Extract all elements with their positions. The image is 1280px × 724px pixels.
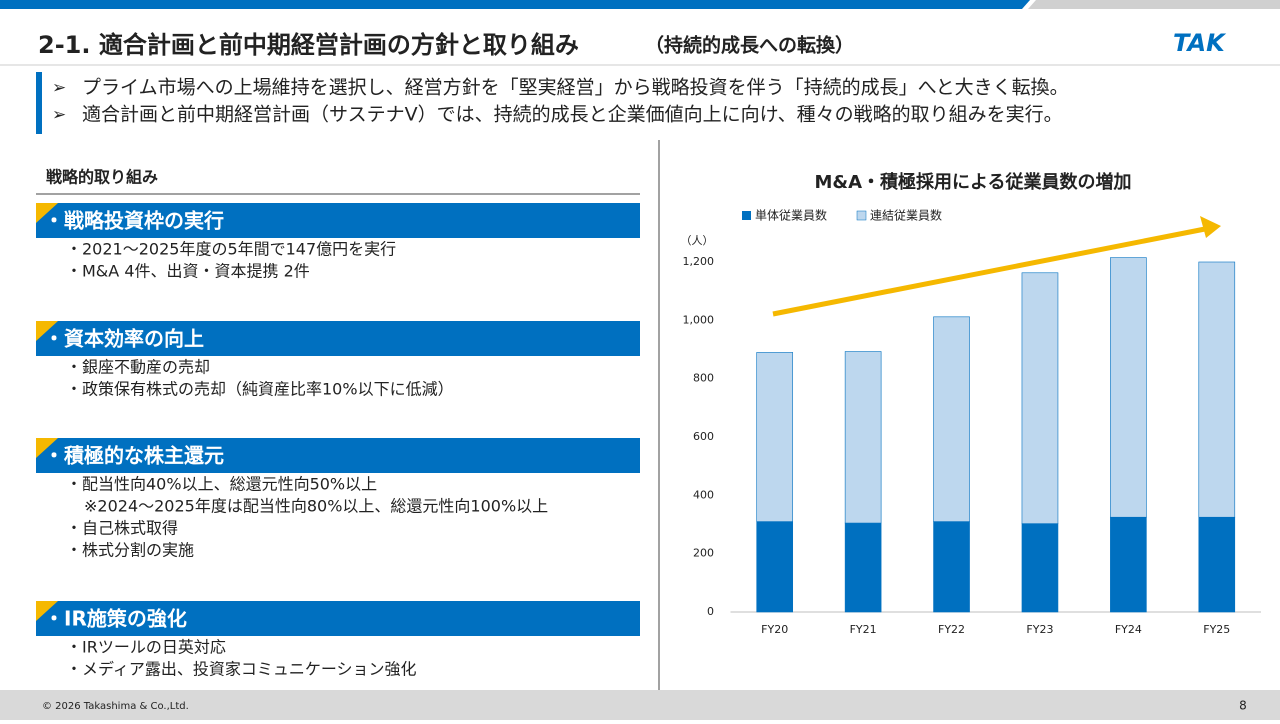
x-tick-label: FY24: [1115, 623, 1142, 636]
bar-segment: [1198, 261, 1236, 518]
trend-arrowhead: [1200, 216, 1221, 238]
slide-title: 2-1. 適合計画と前中期経営計画の方針と取り組み: [38, 31, 579, 59]
section-corner: [36, 438, 58, 458]
section-item: ・配当性向40%以上、総還元性向50%以上: [66, 475, 377, 494]
bar-segment: [844, 351, 882, 524]
bullet-marker: ➢: [52, 78, 66, 98]
x-tick-label: FY23: [1026, 623, 1053, 636]
x-tick-label: FY22: [938, 623, 965, 636]
section-corner: [36, 321, 58, 341]
y-tick-label: 1,000: [683, 313, 715, 326]
y-tick-label: 200: [693, 547, 714, 560]
x-tick-label: FY25: [1203, 623, 1230, 636]
top-stripe-gray: [1028, 0, 1280, 9]
section-item: ※2024〜2025年度は配当性向80%以上、総還元性向100%以上: [84, 497, 548, 516]
y-tick-label: 600: [693, 430, 714, 443]
section-bar: [36, 438, 640, 473]
section-item: ・政策保有株式の売却（純資産比率10%以下に低減）: [66, 380, 454, 399]
bar-segment: [1021, 523, 1059, 613]
bar-segment: [933, 316, 970, 522]
logo: TAK: [1173, 29, 1227, 57]
section-item: ・銀座不動産の売却: [66, 358, 210, 377]
legend-swatch: [742, 211, 751, 220]
legend-label: 単体従業員数: [755, 208, 827, 223]
left-heading: 戦略的取り組み: [46, 168, 158, 187]
y-unit: （人）: [681, 234, 714, 247]
bar-segment: [933, 521, 970, 613]
y-tick-label: 0: [707, 605, 714, 618]
section-item: ・2021〜2025年度の5年間で147億円を実行: [66, 240, 396, 259]
section-item: ・メディア露出、投資家コミュニケーション強化: [66, 660, 417, 679]
x-tick-label: FY20: [761, 623, 788, 636]
bar-segment: [756, 521, 794, 613]
trend-arrow: [772, 226, 1206, 317]
y-tick-label: 1,200: [683, 255, 715, 268]
bullet: 適合計画と前中期経営計画（サステナV）では、持続的成長と企業価値向上に向け、種々…: [82, 104, 1063, 126]
bullet: プライム市場への上場維持を選択し、経営方針を「堅実経営」から戦略投資を伴う「持続…: [82, 77, 1069, 99]
y-tick-label: 800: [693, 372, 714, 385]
bar-segment: [844, 522, 882, 613]
legend-label: 連結従業員数: [870, 208, 942, 223]
section-corner: [36, 601, 58, 621]
footer-bar: [0, 690, 1280, 720]
section-item: ・自己株式取得: [66, 519, 178, 538]
bar-segment: [1110, 257, 1147, 518]
bullet-marker: ➢: [52, 105, 66, 125]
page-number: 8: [1239, 699, 1247, 713]
section-title: ・戦略投資枠の実行: [44, 209, 224, 233]
bar-segment: [1021, 272, 1059, 524]
section-title: ・積極的な株主還元: [44, 444, 224, 468]
section-item: ・株式分割の実施: [66, 541, 194, 560]
x-tick-label: FY21: [850, 623, 877, 636]
copyright: © 2026 Takashima & Co.,Ltd.: [42, 701, 189, 712]
section-item: ・M&A 4件、出資・資本提携 2件: [66, 262, 310, 281]
section-bar: [36, 601, 640, 636]
section-bar: [36, 203, 640, 238]
section-title: ・資本効率の向上: [44, 327, 204, 351]
y-tick-label: 400: [693, 488, 714, 501]
section-bar: [36, 321, 640, 356]
chart-title: M&A・積極採用による従業員数の増加: [815, 171, 1132, 193]
bar-segment: [1110, 516, 1147, 613]
bullet-bar: [36, 72, 42, 134]
section-title: ・IR施策の強化: [44, 607, 187, 631]
section-item: ・IRツールの日英対応: [66, 638, 226, 657]
section-corner: [36, 203, 58, 223]
title-rule: [0, 64, 1280, 66]
top-stripe: [0, 0, 1030, 9]
bar-segment: [1198, 516, 1236, 613]
slide-subtitle: （持続的成長への転換）: [645, 34, 854, 57]
legend-swatch: [856, 210, 867, 221]
bar-segment: [756, 352, 794, 522]
